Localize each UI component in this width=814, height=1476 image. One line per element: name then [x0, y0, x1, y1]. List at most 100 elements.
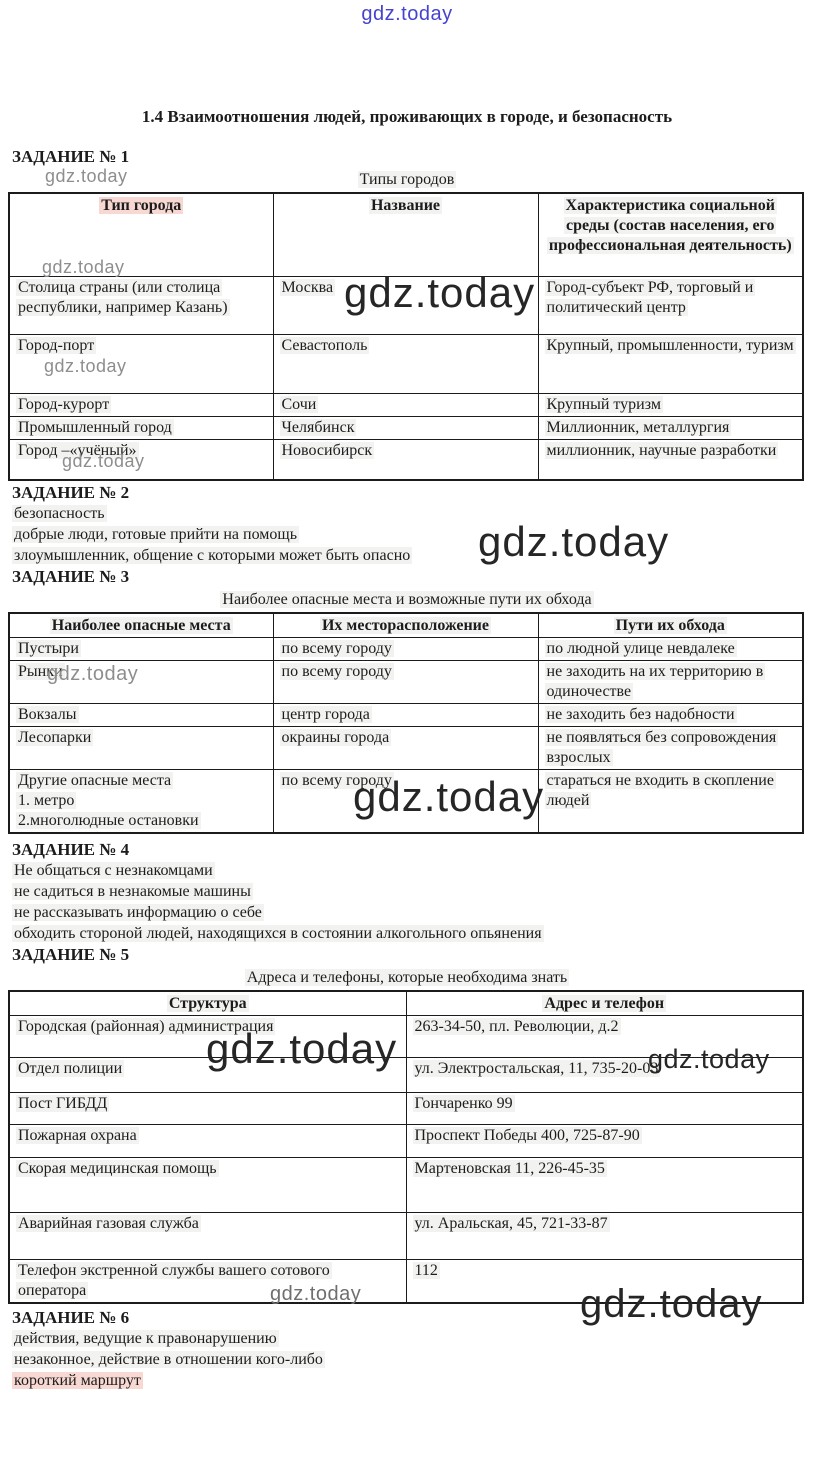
cell-text: Пост ГИБДД	[16, 1095, 110, 1112]
task6-line: действия, ведущие к правонарушению	[0, 1328, 814, 1349]
page-title: 1.4 Взаимоотношения людей, проживающих в…	[141, 107, 673, 126]
cell-text: Другие опасные места 1. метро 2.многолюд…	[16, 772, 201, 829]
task6-line: короткий маршрут	[0, 1370, 814, 1391]
table-cell: Севастополь	[272, 333, 539, 394]
table-row: Другие опасные места 1. метро 2.многолюд…	[8, 769, 804, 834]
cell-text: по всему городу	[279, 663, 394, 680]
table-row: Город-порт Севастополь Крупный, промышле…	[8, 333, 804, 394]
table-cell: Другие опасные места 1. метро 2.многолюд…	[8, 769, 274, 834]
task1-table-caption: Типы городов	[0, 170, 814, 190]
line-text: безопасность	[12, 505, 107, 522]
caption-text: Наиболее опасные места и возможные пути …	[220, 591, 594, 608]
line-text: действия, ведущие к правонарушению	[12, 1330, 279, 1347]
table-cell: Пустыри	[8, 637, 274, 661]
line-text: незаконное, действие в отношении кого-ли…	[12, 1351, 325, 1368]
table-row: Пожарная охрана Проспект Победы 400, 725…	[8, 1124, 804, 1158]
cell-text: Пустыри	[16, 640, 81, 657]
cell-text: Москва	[279, 278, 336, 296]
task6-line: незаконное, действие в отношении кого-ли…	[0, 1349, 814, 1370]
table-cell: Город –«учёный»	[8, 438, 274, 481]
table-row: Город-курорт Сочи Крупный туризм	[8, 392, 804, 417]
table-cell: по всему городу	[272, 637, 539, 661]
cell-text: по всему городу	[279, 772, 394, 789]
table-cell: Москва	[272, 275, 539, 335]
task4-line: не рассказывать информацию о себе	[0, 902, 814, 923]
table-header-row: Наиболее опасные места Их месторасположе…	[8, 612, 804, 638]
header-text: Характеристика социальной среды (состав …	[546, 197, 794, 254]
task5-table-caption: Адреса и телефоны, которые необходима зн…	[0, 968, 814, 988]
header-text: Структура	[166, 995, 249, 1012]
city-types-table: Тип города Название Характеристика социа…	[8, 192, 804, 481]
cell-text: Челябинск	[279, 418, 357, 436]
table-row: Рынки по всему городу не заходить на их …	[8, 660, 804, 704]
table-cell: Столица страны (или столица республики, …	[8, 275, 274, 335]
table-cell: Скорая медицинская помощь	[8, 1157, 407, 1213]
task3-table-caption: Наиболее опасные места и возможные пути …	[0, 590, 814, 610]
table-cell: Проспект Победы 400, 725-87-90	[405, 1124, 804, 1158]
cell-text: Вокзалы	[16, 706, 79, 723]
cell-text: не появляться без сопровождения взрослых	[544, 729, 779, 766]
task1-heading: ЗАДАНИЕ № 1	[12, 147, 130, 166]
caption-text: Типы городов	[357, 171, 457, 188]
line-text: не рассказывать информацию о себе	[12, 904, 264, 921]
table-cell: Отдел полиции	[8, 1057, 407, 1093]
header-text: Пути их обхода	[613, 617, 727, 634]
table-cell: Аварийная газовая служба	[8, 1212, 407, 1260]
line-text: короткий маршрут	[12, 1372, 143, 1389]
task4-heading: ЗАДАНИЕ № 4	[12, 840, 130, 859]
task2-line: злоумышленник, общение с которыми может …	[0, 545, 814, 566]
header-text: Адрес и телефон	[542, 995, 667, 1012]
task2-line: безопасность	[0, 503, 814, 524]
line-text: не садиться в незнакомые машины	[12, 883, 253, 900]
cell-text: Телефон экстренной службы вашего сотовог…	[16, 1262, 332, 1299]
cell-text: не заходить без надобности	[544, 706, 737, 723]
table-cell: по людной улице невдалеке	[537, 637, 804, 661]
header-cell: Пути их обхода	[537, 612, 804, 638]
task2-heading: ЗАДАНИЕ № 2	[12, 483, 130, 502]
table-cell: Пост ГИБДД	[8, 1092, 407, 1125]
cell-text: Город-курорт	[16, 395, 112, 413]
table-cell: Гончаренко 99	[405, 1092, 804, 1125]
table-cell: Город-субъект РФ, торговый и политически…	[537, 275, 804, 335]
table-row: Скорая медицинская помощь Мартеновская 1…	[8, 1157, 804, 1213]
table-cell: Челябинск	[272, 415, 539, 440]
cell-text: Столица страны (или столица республики, …	[16, 278, 230, 316]
table-cell: Телефон экстренной службы вашего сотовог…	[8, 1259, 407, 1304]
table-cell: Лесопарки	[8, 726, 274, 770]
table-cell: Новосибирск	[272, 438, 539, 481]
table-cell: Городская (районная) администрация	[8, 1015, 407, 1058]
table-cell: миллионник, научные разработки	[537, 438, 804, 481]
cell-text: окраины города	[279, 729, 392, 746]
line-text: Не общаться с незнакомцами	[12, 862, 215, 879]
header-cell: Наиболее опасные места	[8, 612, 274, 638]
header-cell: Структура	[8, 990, 407, 1016]
cell-text: Скорая медицинская помощь	[16, 1160, 219, 1177]
table-row: Пост ГИБДД Гончаренко 99	[8, 1092, 804, 1125]
table-cell: Пожарная охрана	[8, 1124, 407, 1158]
table-cell: не заходить без надобности	[537, 703, 804, 727]
header-cell: Характеристика социальной среды (состав …	[537, 192, 804, 277]
table-cell: 112	[405, 1259, 804, 1304]
table-row: Аварийная газовая служба ул. Аральская, …	[8, 1212, 804, 1260]
table-cell: по всему городу	[272, 660, 539, 704]
table-cell: не заходить на их территорию в одиночест…	[537, 660, 804, 704]
cell-text: Сочи	[279, 395, 319, 413]
cell-text: Отдел полиции	[16, 1060, 125, 1077]
cell-text: Город-порт	[16, 336, 97, 354]
header-text: Название	[368, 197, 443, 214]
line-text: добрые люди, готовые прийти на помощь	[12, 526, 300, 543]
line-text: обходить стороной людей, находящихся в с…	[12, 925, 544, 942]
cell-text: 263-34-50, пл. Революции, д.2	[412, 1018, 621, 1035]
cell-text: 112	[412, 1262, 440, 1279]
table-cell: по всему городу	[272, 769, 539, 834]
header-cell: Адрес и телефон	[405, 990, 804, 1016]
task4-line: обходить стороной людей, находящихся в с…	[0, 923, 814, 944]
table-cell: 263-34-50, пл. Революции, д.2	[405, 1015, 804, 1058]
cell-text: по людной улице невдалеке	[544, 640, 737, 657]
table-row: Пустыри по всему городу по людной улице …	[8, 637, 804, 661]
cell-text: Лесопарки	[16, 729, 94, 746]
cell-text: Новосибирск	[279, 441, 375, 459]
table-cell: ул. Аральская, 45, 721-33-87	[405, 1212, 804, 1260]
table-cell: Рынки	[8, 660, 274, 704]
